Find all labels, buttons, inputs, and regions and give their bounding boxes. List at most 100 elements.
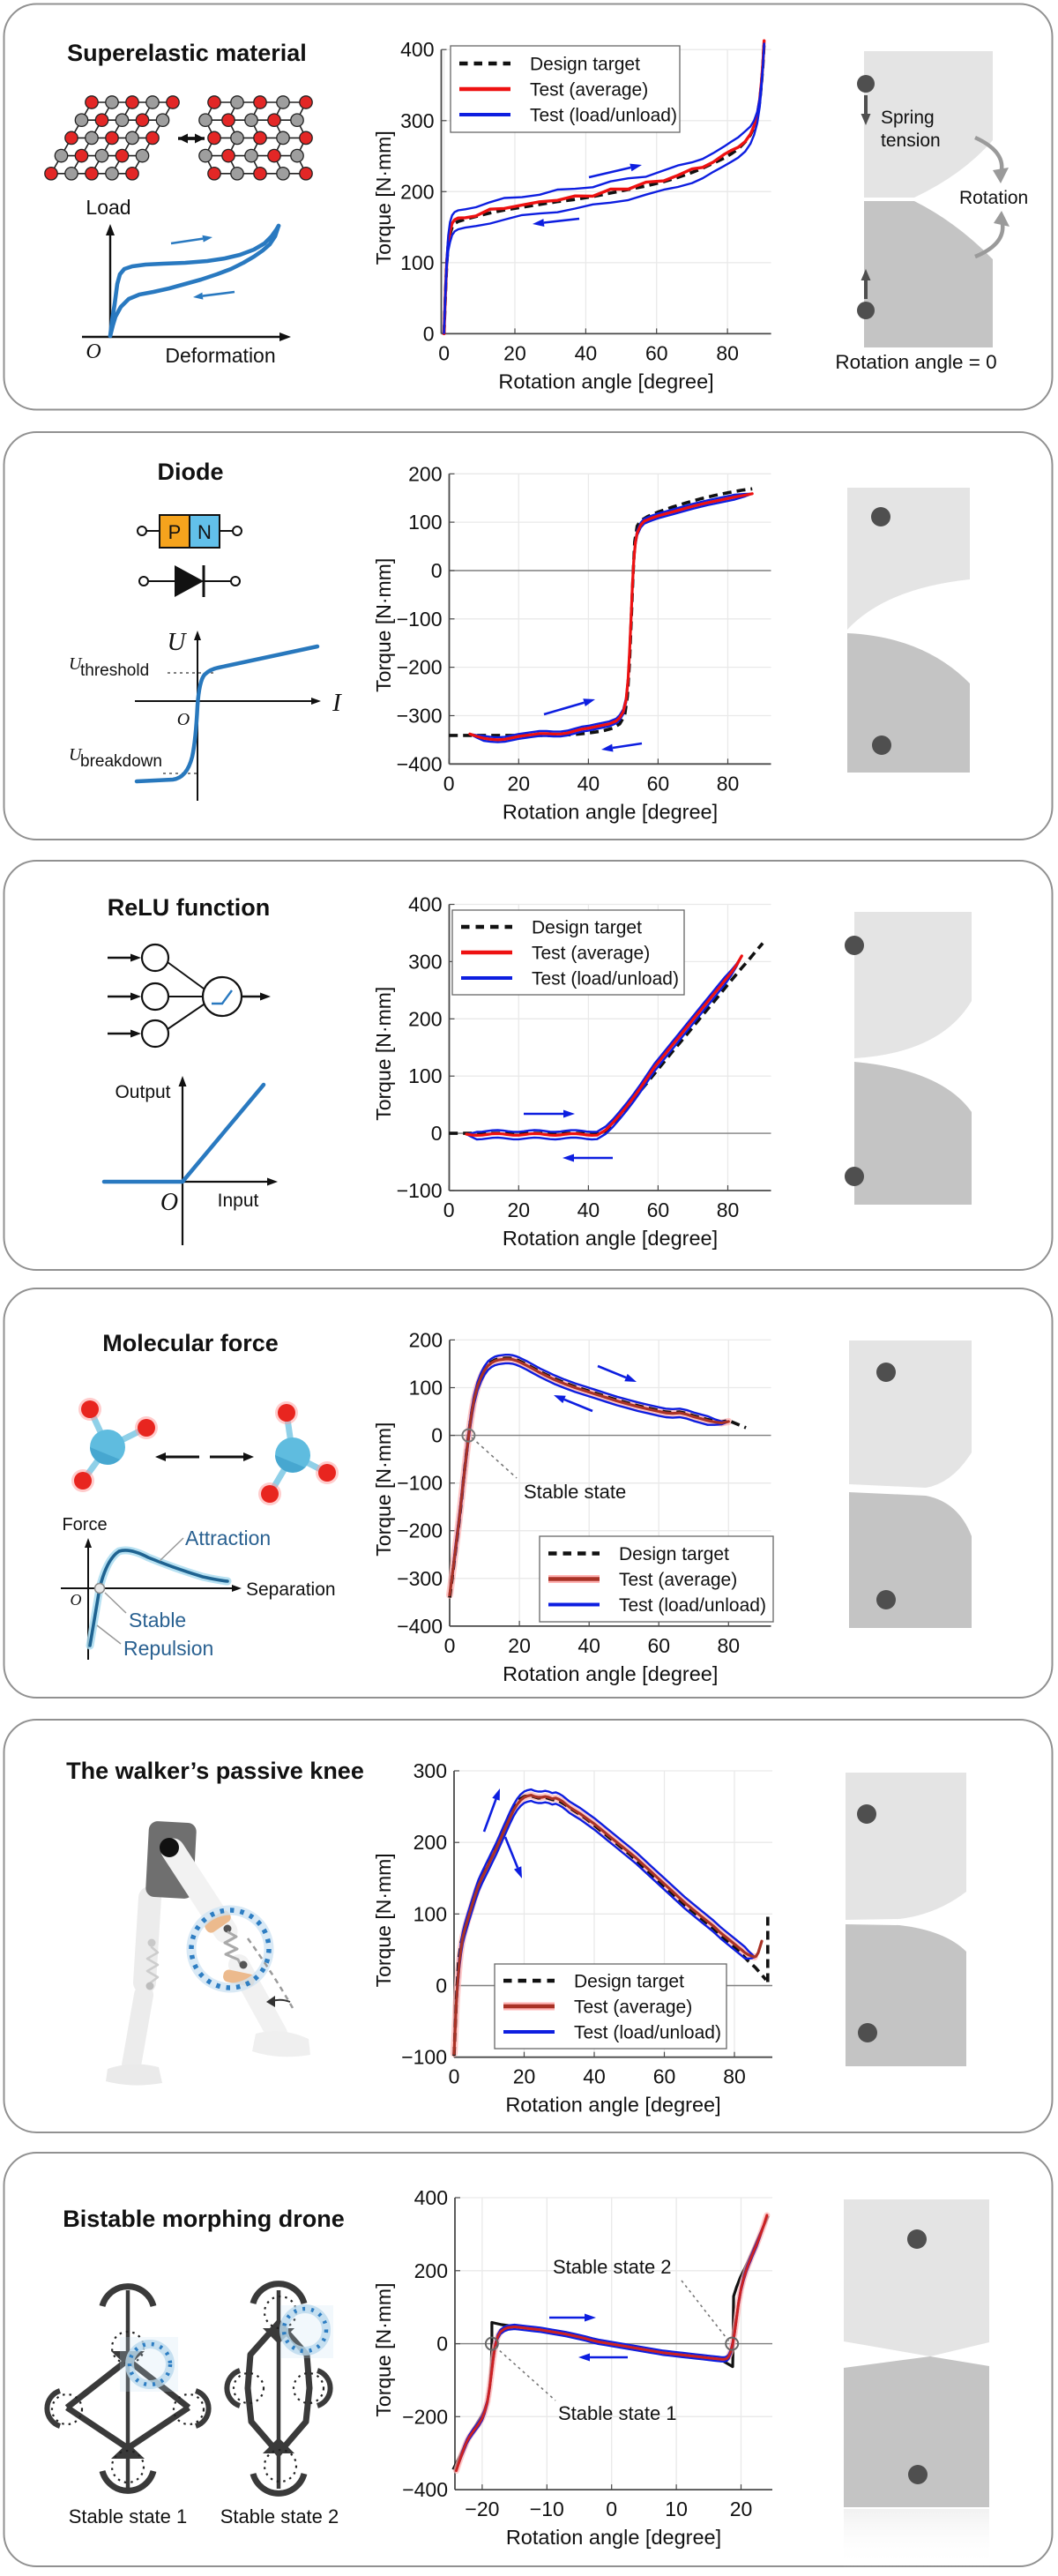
svg-text:300: 300 [414, 1759, 447, 1782]
svg-text:Output: Output [115, 1082, 170, 1102]
svg-text:breakdown: breakdown [80, 752, 162, 771]
svg-text:200: 200 [408, 462, 442, 485]
svg-text:200: 200 [409, 1328, 443, 1351]
svg-text:200: 200 [400, 180, 434, 203]
svg-text:ReLU function: ReLU function [108, 894, 270, 921]
svg-text:0: 0 [423, 322, 435, 345]
svg-text:−200: −200 [397, 656, 443, 679]
svg-text:80: 80 [716, 341, 739, 364]
svg-text:Load: Load [86, 196, 130, 219]
svg-text:0: 0 [443, 772, 455, 795]
svg-text:0: 0 [443, 1198, 455, 1221]
svg-text:Stable state: Stable state [524, 1481, 626, 1503]
svg-text:Test (load/unload): Test (load/unload) [532, 969, 679, 989]
svg-text:Design target: Design target [619, 1544, 729, 1564]
svg-text:tension: tension [881, 131, 941, 151]
svg-text:Rotation angle = 0: Rotation angle = 0 [835, 351, 996, 373]
svg-text:−200: −200 [397, 1519, 443, 1542]
svg-text:Stable state 2: Stable state 2 [220, 2505, 339, 2527]
svg-text:200: 200 [408, 1007, 442, 1030]
svg-text:O: O [160, 1189, 178, 1216]
svg-text:Torque [N·mm]: Torque [N·mm] [372, 1853, 395, 1987]
svg-text:20: 20 [503, 341, 526, 364]
svg-text:−100: −100 [397, 608, 443, 631]
svg-text:300: 300 [400, 109, 434, 132]
svg-text:−400: −400 [397, 752, 443, 775]
svg-text:Stable state 1: Stable state 1 [558, 2402, 677, 2424]
svg-text:Test (average): Test (average) [574, 1997, 692, 2018]
svg-text:100: 100 [409, 1376, 443, 1399]
svg-text:60: 60 [647, 772, 670, 795]
svg-text:Design target: Design target [574, 1972, 684, 1992]
svg-text:Rotation angle [degree]: Rotation angle [degree] [503, 1662, 718, 1685]
svg-text:10: 10 [665, 2498, 688, 2520]
svg-text:Torque [N·mm]: Torque [N·mm] [372, 2283, 395, 2417]
svg-text:U: U [168, 628, 188, 656]
svg-text:20: 20 [507, 772, 530, 795]
svg-text:0: 0 [606, 2498, 617, 2520]
svg-text:Torque [N·mm]: Torque [N·mm] [372, 558, 395, 692]
svg-text:P: P [168, 521, 182, 543]
svg-text:80: 80 [717, 1198, 740, 1221]
svg-text:0: 0 [449, 2065, 460, 2088]
svg-text:Stable: Stable [129, 1609, 186, 1631]
svg-text:I: I [332, 689, 342, 717]
svg-text:−100: −100 [401, 2046, 447, 2069]
svg-text:80: 80 [723, 2065, 746, 2088]
svg-text:20: 20 [507, 1198, 530, 1221]
svg-text:100: 100 [408, 511, 442, 534]
svg-text:20: 20 [513, 2065, 536, 2088]
svg-text:400: 400 [414, 2186, 448, 2209]
svg-text:40: 40 [577, 1634, 600, 1657]
svg-text:−10: −10 [530, 2498, 564, 2520]
svg-text:−400: −400 [397, 1615, 443, 1638]
svg-text:Rotation: Rotation [959, 188, 1028, 208]
svg-text:20: 20 [730, 2498, 753, 2520]
svg-text:Input: Input [218, 1191, 259, 1211]
svg-text:−100: −100 [397, 1472, 443, 1495]
svg-text:200: 200 [414, 1831, 447, 1854]
svg-text:Rotation angle [degree]: Rotation angle [degree] [505, 2094, 720, 2117]
svg-text:20: 20 [508, 1634, 531, 1657]
svg-text:Design target: Design target [532, 918, 642, 938]
svg-text:80: 80 [718, 1634, 741, 1657]
svg-text:−200: −200 [402, 2405, 448, 2428]
svg-text:Deformation: Deformation [165, 344, 275, 367]
svg-text:0: 0 [436, 2333, 448, 2356]
svg-text:Spring: Spring [881, 108, 935, 128]
svg-text:60: 60 [653, 2065, 676, 2088]
svg-text:Rotation angle [degree]: Rotation angle [degree] [503, 1227, 718, 1250]
svg-text:Design target: Design target [530, 55, 640, 75]
svg-text:100: 100 [408, 1064, 442, 1087]
svg-text:−100: −100 [397, 1179, 443, 1202]
svg-text:200: 200 [414, 2259, 448, 2282]
svg-text:Attraction: Attraction [185, 1527, 271, 1549]
svg-text:−400: −400 [402, 2478, 448, 2501]
svg-text:60: 60 [647, 1634, 670, 1657]
svg-text:Test (load/unload): Test (load/unload) [530, 106, 677, 126]
svg-text:Superelastic material: Superelastic material [67, 40, 307, 66]
svg-text:Rotation angle [degree]: Rotation angle [degree] [503, 800, 718, 823]
svg-text:Rotation angle [degree]: Rotation angle [degree] [506, 2526, 721, 2549]
svg-text:60: 60 [647, 1198, 670, 1221]
svg-text:Diode: Diode [157, 459, 223, 485]
svg-text:Rotation angle [degree]: Rotation angle [degree] [498, 370, 713, 392]
svg-text:400: 400 [408, 893, 442, 916]
svg-text:60: 60 [645, 341, 668, 364]
svg-text:Test (load/unload): Test (load/unload) [574, 2023, 721, 2043]
svg-text:Molecular force: Molecular force [102, 1330, 279, 1356]
svg-text:−20: −20 [465, 2498, 499, 2520]
svg-text:0: 0 [438, 341, 450, 364]
svg-text:40: 40 [577, 772, 600, 795]
svg-text:U: U [69, 654, 83, 674]
svg-text:0: 0 [431, 559, 443, 582]
svg-text:Torque [N·mm]: Torque [N·mm] [372, 987, 395, 1121]
svg-text:−300: −300 [397, 704, 443, 727]
svg-text:40: 40 [575, 341, 598, 364]
svg-text:100: 100 [414, 1902, 447, 1925]
svg-text:The walker’s passive knee: The walker’s passive knee [66, 1758, 364, 1784]
svg-text:Test (average): Test (average) [532, 944, 650, 964]
svg-text:Torque [N·mm]: Torque [N·mm] [372, 1422, 395, 1557]
svg-text:Bistable morphing drone: Bistable morphing drone [63, 2206, 345, 2232]
svg-text:0: 0 [436, 1975, 447, 1997]
